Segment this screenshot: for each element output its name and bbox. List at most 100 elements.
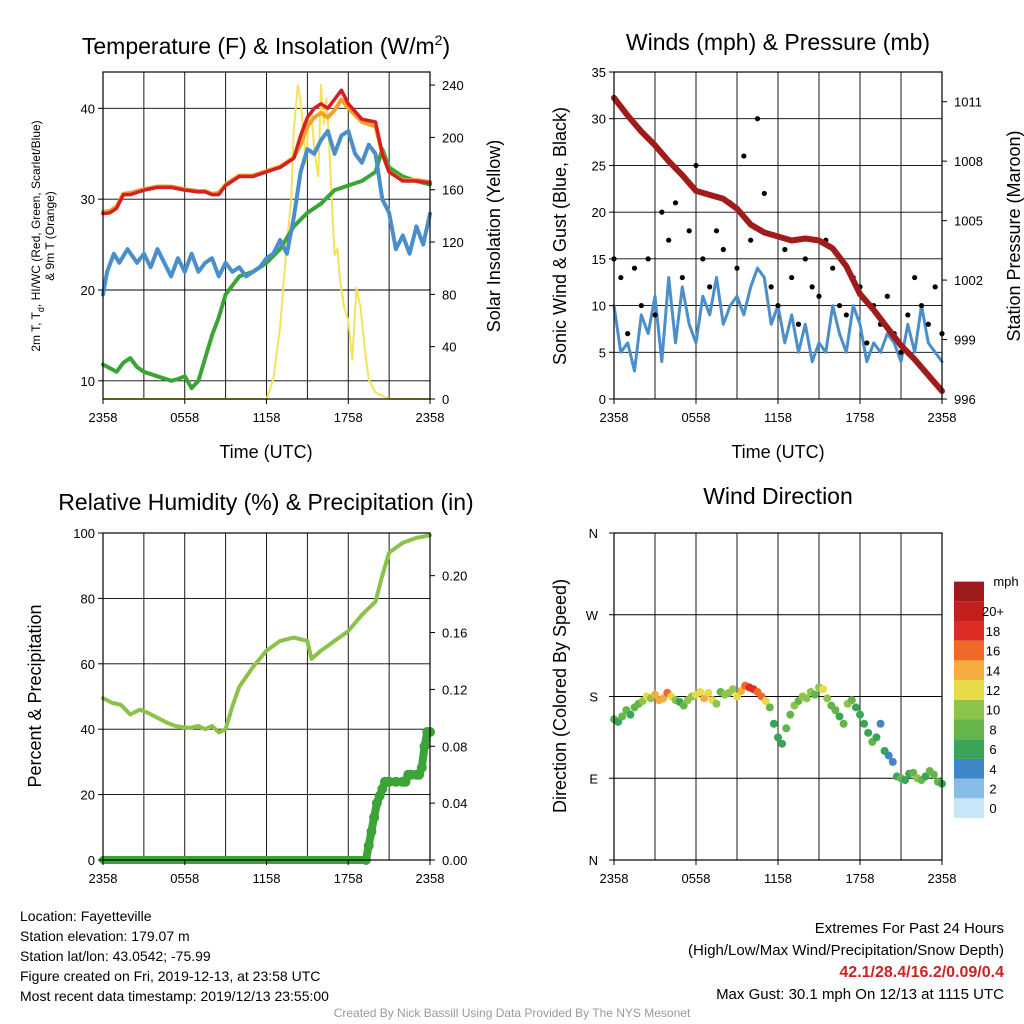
temperature-grid <box>103 72 430 399</box>
colorbar-swatch <box>954 798 984 818</box>
temperature-title: Temperature (F) & Insolation (W/m2) <box>82 32 450 59</box>
humidity-panel: Relative Humidity (%) & Precipitation (i… <box>25 489 474 886</box>
gust-point <box>905 312 911 318</box>
direction-point <box>929 770 938 779</box>
y-tick-label-right: 1011 <box>954 95 982 110</box>
y-tick-label-left: 100 <box>73 526 95 541</box>
gust-point <box>912 274 918 281</box>
colorbar-swatch <box>954 680 984 700</box>
colorbar-label: 4 <box>989 762 996 777</box>
colorbar-swatch <box>954 758 984 779</box>
y-tick-label-left: 5 <box>599 345 606 360</box>
gust-point <box>925 321 931 327</box>
dewpoint-line <box>101 147 432 391</box>
y-tick-label-left: 80 <box>81 591 95 606</box>
wind-ylabel-left: Sonic Wind & Gust (Blue, Black) <box>550 107 570 365</box>
direction-point <box>864 728 873 737</box>
gust-point <box>809 284 815 290</box>
y-tick-label-right: 200 <box>442 130 464 145</box>
direction-point <box>659 694 668 703</box>
gust-point <box>789 274 795 281</box>
direction-point <box>761 697 770 706</box>
gust-point <box>802 256 808 262</box>
station-elevation: Station elevation: 179.07 m <box>20 928 190 944</box>
colorbar-swatch <box>954 739 984 759</box>
y-tick-label-left: 25 <box>592 158 606 173</box>
colorbar-label: 6 <box>989 742 996 757</box>
y-tick-label-left: 20 <box>81 283 95 298</box>
direction-point <box>712 699 721 708</box>
extremes-values: 42.1/28.4/16.2/0.09/0.4 <box>839 964 1004 981</box>
colorbar-swatch <box>954 640 984 661</box>
gust-point <box>741 153 747 159</box>
direction-point <box>626 710 635 719</box>
gust-point <box>795 321 802 327</box>
x-tick-label: 2358 <box>416 871 445 886</box>
y-tick-label-left: 10 <box>81 374 95 389</box>
direction-tick-label: N <box>589 526 598 541</box>
humidity-series <box>99 533 435 865</box>
colorbar-label: 10 <box>986 703 1000 718</box>
humidity-ticks: 2358 0558 1158 1758 2358 0 20 40 60 80 100 0.00 0.04… <box>73 526 467 886</box>
precip-point <box>416 762 427 773</box>
wind-series <box>611 94 945 395</box>
y-tick-label-right: 1008 <box>954 154 983 169</box>
colorbar-label: 0 <box>989 801 996 816</box>
direction-point <box>872 733 881 742</box>
figure-created: Figure created on Fri, 2019-12-13, at 23… <box>20 968 321 984</box>
colorbar-swatch <box>954 601 984 621</box>
x-tick-label: 2358 <box>600 410 629 425</box>
y-tick-label-right: 0.12 <box>442 682 467 697</box>
temperature-series <box>101 84 432 400</box>
direction-point <box>696 687 705 696</box>
y-tick-label-right: 0.20 <box>442 569 467 584</box>
direction-point <box>831 706 840 715</box>
gust-point <box>720 246 726 253</box>
direction-series <box>610 681 946 788</box>
direction-tick-label: E <box>589 771 598 786</box>
gust-point <box>713 228 720 234</box>
most-recent-data: Most recent data timestamp: 2019/12/13 2… <box>20 988 329 1004</box>
gust-point <box>816 293 822 299</box>
direction-point <box>704 688 713 697</box>
direction-point <box>765 703 774 712</box>
direction-point <box>876 719 885 728</box>
y-tick-label-left: 30 <box>592 112 606 127</box>
direction-point <box>888 757 897 766</box>
gust-point <box>645 256 651 262</box>
x-tick-label: 1158 <box>253 410 281 425</box>
gust-point <box>638 302 644 309</box>
direction-point <box>860 719 869 728</box>
y-tick-label-left: 0 <box>599 392 606 407</box>
gust-point <box>672 200 679 206</box>
x-tick-label: 2358 <box>89 871 118 886</box>
temperature-ylabel-right: Solar Insolation (Yellow) <box>484 140 504 332</box>
direction-panel: Wind Direction 2358 0558 1158 1758 2358NESWN… <box>550 483 1019 886</box>
y-tick-label-left: 60 <box>81 657 95 672</box>
colorbar-label: 2 <box>989 781 996 796</box>
direction-point <box>884 751 893 760</box>
x-tick-label: 1158 <box>764 871 792 886</box>
y-tick-label-left: 30 <box>81 192 95 207</box>
colorbar-swatch <box>954 719 984 740</box>
x-tick-label: 1758 <box>334 410 363 425</box>
precip-point <box>366 826 377 837</box>
temperature-ticks: 2358 0558 1158 1758 2358 10 20 30 40 0 40 80 120 160 2… <box>81 78 464 425</box>
wind-ylabel-right: Station Pressure (Maroon) <box>1004 130 1024 341</box>
gust-point <box>836 302 843 309</box>
gust-point <box>884 293 890 299</box>
direction-point <box>901 776 910 785</box>
gust-point <box>782 246 788 253</box>
temperature-panel: Temperature (F) & Insolation (W/m2) 2358… <box>29 32 504 462</box>
direction-point <box>774 733 782 742</box>
colorbar-label: 18 <box>986 624 1000 639</box>
x-tick-label: 1758 <box>334 871 363 886</box>
precip-point <box>369 812 380 823</box>
windchill-line <box>101 129 432 297</box>
y-tick-label-right: 996 <box>954 392 976 407</box>
y-tick-label-right: 240 <box>442 78 464 93</box>
wind-title: Winds (mph) & Pressure (mb) <box>626 29 930 55</box>
gust-point <box>618 274 624 281</box>
gust-point <box>918 302 925 309</box>
x-tick-label: 1158 <box>253 871 281 886</box>
